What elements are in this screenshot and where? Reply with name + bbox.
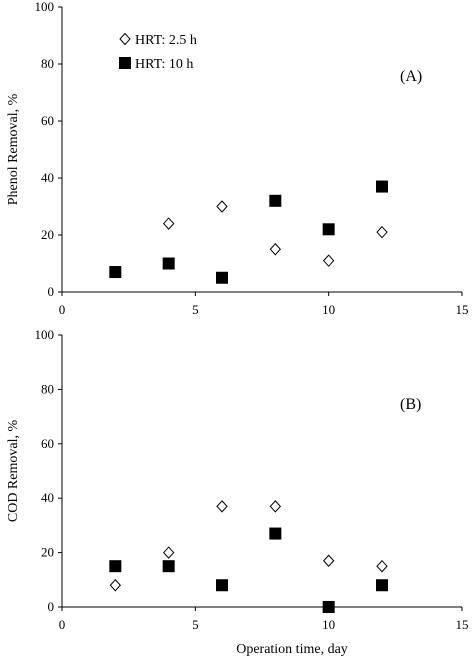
panel-b-point-square [322,601,335,613]
legend-label: HRT: 10 h [135,57,193,72]
panel-a-point-square [216,271,228,284]
panel-b-y-tick-label: 80 [41,381,54,396]
panel-a-y-tick-label: 40 [41,170,54,185]
panel-a-point-diamond [322,254,335,267]
panel-b-point-square [162,560,175,573]
panel-b-point-diamond [109,578,122,592]
panel-b-x-tick-label: 5 [192,617,199,632]
panel-b-point-square [269,527,282,540]
panel-a-point-diamond [216,200,228,213]
legend-marker-diamond [119,32,131,46]
panel-b-point-diamond [322,554,335,568]
legend-marker-square [119,57,131,69]
panel-a-x-tick-label: 10 [322,302,335,317]
panel-b-x-axis-label: Operation time, day [236,642,348,657]
panel-b-x-tick-label: 0 [59,617,66,632]
panel-a-y-tick-label: 80 [41,56,54,71]
panel-a-x-tick-label: 0 [59,302,66,317]
panel-a-point-square [269,194,282,207]
panel-a-point-diamond [376,225,388,239]
panel-a-series-hrt-2-5h [162,200,388,267]
panel-b-y-tick-label: 0 [48,599,55,614]
panel-a-y-tick-label: 100 [35,0,55,14]
panel-a-point-diamond [269,243,282,256]
panel-a-y-axis-label: Phenol Removal, % [6,93,21,205]
panel-a-y-tick-label: 60 [41,113,54,128]
panel-b-series-hrt-10h [109,527,388,613]
panel-a-point-diamond [162,217,175,230]
panel-b-point-square [216,579,228,592]
panel-a-point-square [322,223,335,236]
panel-b-series-hrt-2-5h [109,500,388,592]
panel-b-point-square [109,560,122,573]
panel-b-point-diamond [269,500,282,513]
panel-a: 0 20 40 60 80 100 0 5 10 15 Phenol Removal, % (A) HR… [6,0,469,317]
panel-a-point-square [376,180,388,193]
panel-a-point-square [109,266,122,279]
panel-b-y-tick-label: 40 [41,490,54,505]
panel-b-x-tick-label: 15 [456,617,469,632]
panel-b-point-square [376,579,388,592]
panel-a-y-tick-label: 20 [41,227,54,242]
panel-b-point-diamond [216,500,228,513]
panel-b-label: (B) [400,396,421,413]
legend-label: HRT: 2.5 h [135,33,197,48]
panel-b-y-tick-label: 20 [41,545,54,560]
panel-a-label: (A) [400,68,422,85]
panel-b-point-diamond [376,559,388,573]
panel-b-point-diamond [162,546,175,559]
panel-b-x-tick-label: 10 [322,617,335,632]
panel-a-point-square [162,257,175,270]
panel-b-y-axis-label: COD Removal, % [6,420,21,523]
panel-a-series-hrt-10h [109,180,388,284]
panel-a-x-tick-label: 5 [192,302,199,317]
panel-b-y-tick-label: 60 [41,436,54,451]
panel-a-y-tick-label: 0 [48,284,55,299]
legend: HRT: 2.5 h HRT: 10 h [119,32,197,72]
panel-b-y-tick-label: 100 [35,327,55,342]
panel-b: 0 20 40 60 80 100 0 5 10 15 COD Removal, % Operatio… [6,327,469,657]
panel-a-x-tick-label: 15 [456,302,469,317]
